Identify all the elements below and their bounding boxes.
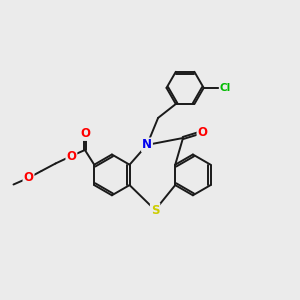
Text: O: O	[66, 149, 76, 163]
Text: N: N	[142, 138, 152, 152]
Text: S: S	[151, 203, 159, 217]
Text: O: O	[80, 127, 90, 140]
Text: O: O	[23, 171, 34, 184]
Text: Cl: Cl	[220, 83, 231, 93]
Text: O: O	[197, 125, 208, 139]
